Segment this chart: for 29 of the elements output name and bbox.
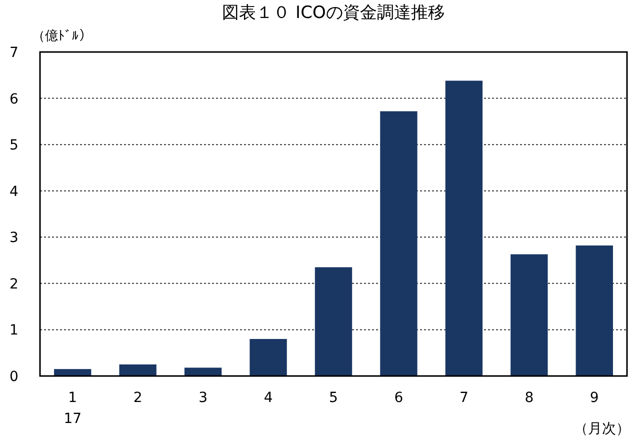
bar	[119, 364, 156, 376]
bar	[445, 80, 483, 376]
x-tick-label: 1 17	[64, 390, 82, 427]
y-tick-label: 4	[10, 184, 19, 200]
y-tick-label: 1	[10, 322, 18, 339]
bar	[314, 267, 352, 376]
x-tick-label: 7	[459, 390, 468, 406]
x-tick-label: 6	[394, 390, 404, 406]
x-tick-label: 8	[524, 390, 534, 406]
bar	[380, 111, 418, 376]
bar	[250, 338, 287, 376]
x-tick-label: 5	[329, 390, 338, 406]
x-axis-title: （月次）	[574, 421, 630, 437]
x-tick-label: 2	[133, 390, 142, 406]
chart-title: 図表１０ ICOの資金調達推移	[222, 3, 445, 23]
y-tick-label: 7	[10, 45, 18, 61]
y-axis-title: （億ﾄﾞﾙ）	[32, 29, 92, 44]
y-tick-label: 6	[10, 91, 19, 108]
bar	[510, 254, 548, 376]
bar	[54, 369, 92, 376]
y-tick-label: 2	[10, 276, 18, 292]
x-tick-label: 4	[264, 390, 273, 406]
y-tick-label: 5	[10, 138, 18, 154]
bar	[184, 368, 222, 376]
y-tick-label: 3	[10, 230, 18, 246]
x-tick-label: 9	[590, 390, 599, 406]
x-tick-label: 3	[198, 390, 208, 406]
y-tick-label: 0	[10, 369, 18, 385]
bar	[576, 245, 613, 376]
